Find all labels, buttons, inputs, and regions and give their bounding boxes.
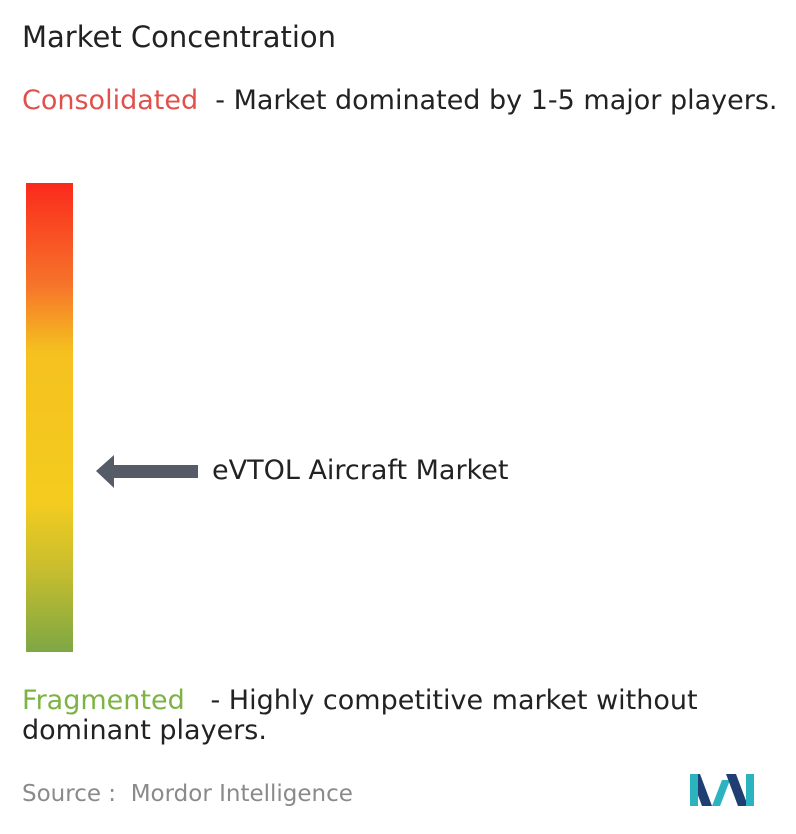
market-label: eVTOL Aircraft Market — [212, 455, 509, 486]
logo-part — [726, 774, 748, 806]
consolidated-description: - Market dominated by 1-5 major players. — [215, 85, 778, 116]
arrow-shape — [96, 455, 198, 488]
title: Market Concentration — [22, 20, 337, 54]
source-name: Mordor Intelligence — [130, 781, 353, 807]
concentration-scale — [26, 183, 73, 652]
source-prefix: Source : — [22, 781, 117, 807]
consolidated-text: Consolidated - Market dominated by 1-5 m… — [22, 86, 792, 116]
fragmented-description: - Highly competitive market without domi… — [22, 685, 698, 746]
fragmented-label: Fragmented — [22, 685, 185, 716]
logo-part — [746, 774, 754, 806]
logo-part — [712, 780, 730, 806]
arrow — [96, 455, 198, 488]
fragmented-text: Fragmented - Highly competitive market w… — [22, 686, 792, 746]
consolidated-label: Consolidated — [22, 85, 199, 116]
logo-part — [690, 774, 698, 806]
source: Source : Mordor Intelligence — [22, 781, 353, 807]
logo — [690, 774, 754, 806]
